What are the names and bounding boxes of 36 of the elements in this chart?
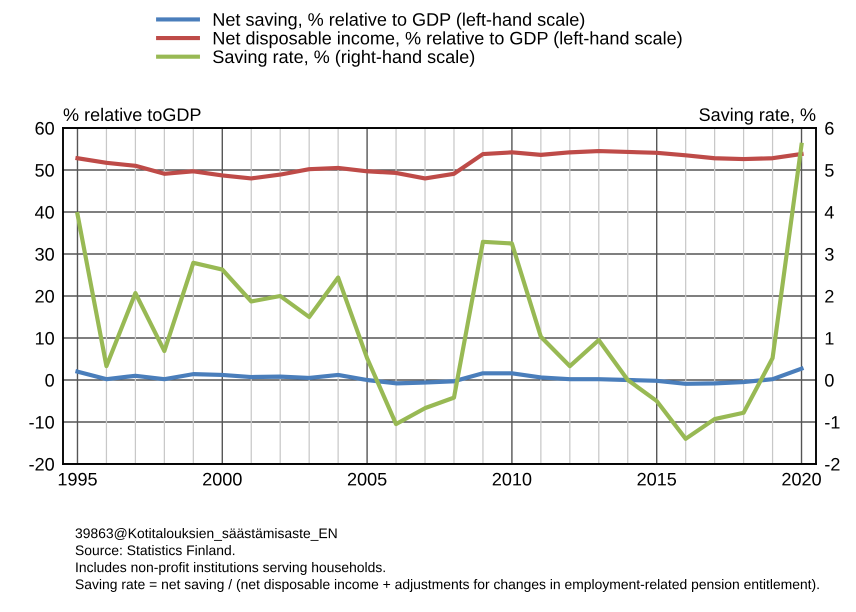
legend-label: Net disposable income, % relative to GDP (left-hand scale)	[214, 31, 682, 48]
y-tick-label: 20	[35, 290, 54, 303]
y-tick-label: 40	[35, 206, 54, 219]
y2-tick-label: 6	[825, 122, 834, 135]
text: Includes non-profit institutions serving households.	[76, 562, 385, 575]
x-tick-label: 2000	[203, 472, 242, 486]
line-series	[75, 142, 804, 441]
y-tick-label: -10	[29, 416, 54, 429]
y-tick-label: 30	[35, 248, 54, 261]
text: 39863@Kotitalouksien_säästämisaste_EN	[76, 528, 337, 541]
y2-tick-label: -2	[825, 458, 840, 471]
x-tick-label: 1995	[58, 472, 97, 486]
y-tick-label: 10	[36, 332, 54, 345]
y-tick-label: -20	[29, 458, 54, 471]
y2-tick-label: 3	[825, 248, 834, 261]
y2-tick-label: 2	[825, 290, 834, 303]
legend-label: Net saving, % relative to GDP (left-hand scale)	[214, 12, 584, 30]
x-tick-label: 2010	[492, 472, 532, 486]
y2-tick-label: 1	[826, 332, 834, 345]
legend-label: Saving rate, % (right-hand scale)	[213, 50, 474, 67]
y2-tick-label: 5	[825, 164, 834, 177]
y2-tick-label: 4	[824, 206, 834, 219]
text: Saving rate = net saving / (net disposable income + adjustments for changes in employment-related pension entitlement).	[76, 579, 819, 592]
y2-tick-label: -1	[825, 416, 840, 429]
y-tick-label: 0	[45, 374, 54, 387]
y-tick-label: 60	[36, 122, 54, 135]
x-tick-label: 2020	[782, 472, 821, 486]
x-tick-label: 2005	[348, 472, 386, 486]
y-axis-title: % relative toGDP	[64, 108, 201, 122]
y2-tick-label: 0	[825, 374, 834, 387]
y-tick-label: 50	[35, 164, 54, 177]
line-series	[75, 149, 804, 180]
y2-axis-title: Saving rate, %	[699, 108, 816, 125]
line-series	[75, 366, 804, 386]
x-tick-label: 2015	[638, 472, 676, 486]
source-note: Source: Statistics Finland.	[76, 545, 234, 556]
